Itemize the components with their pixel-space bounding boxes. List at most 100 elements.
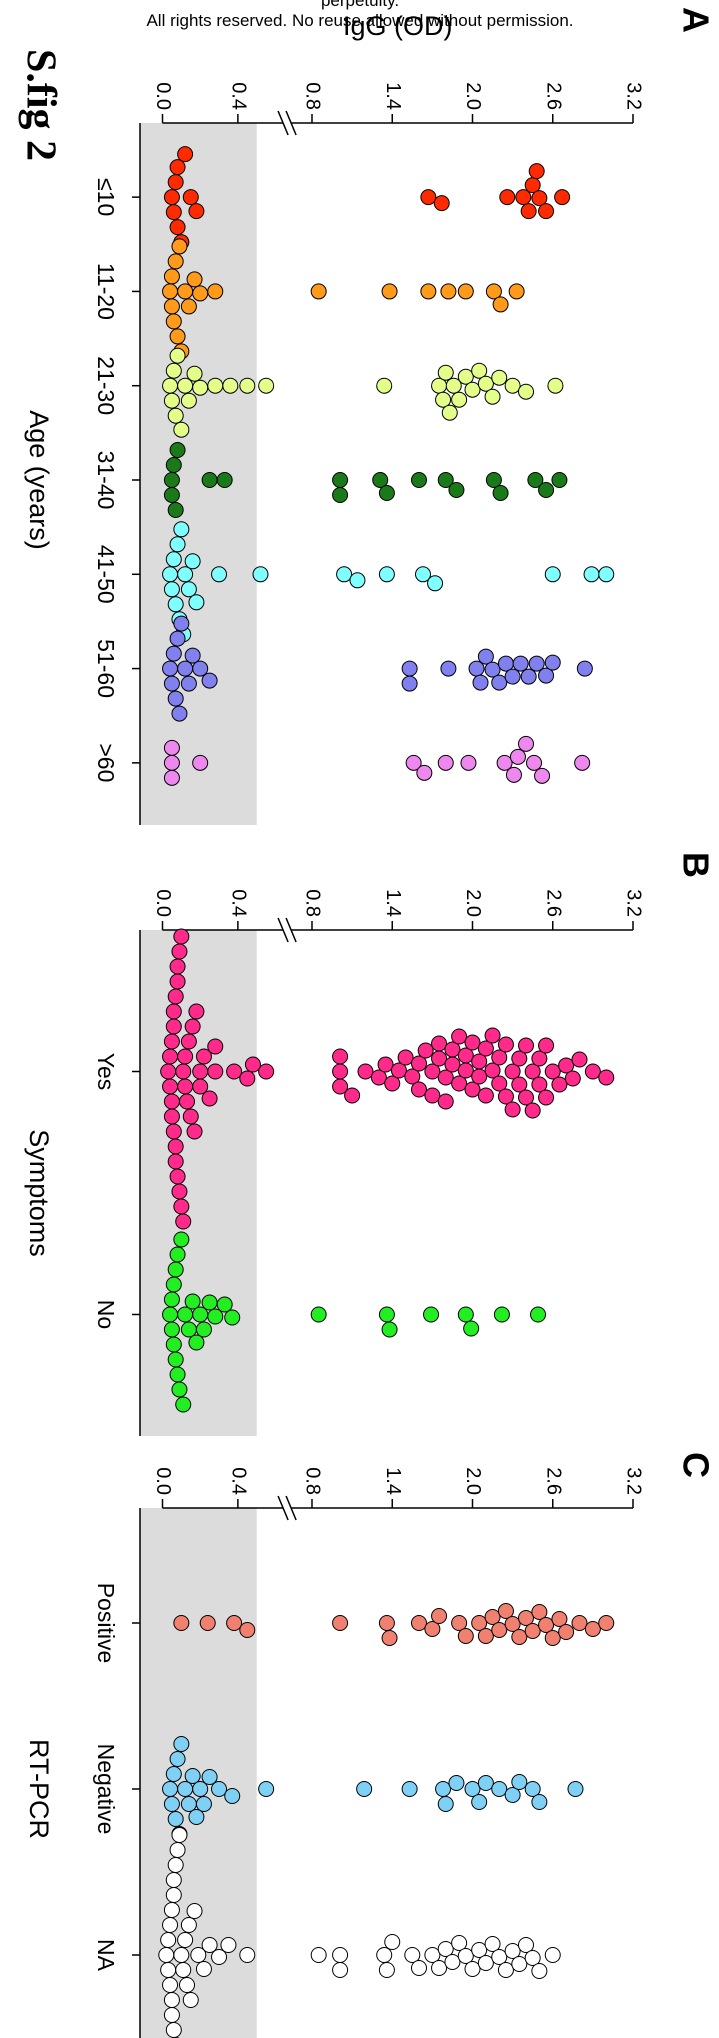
y-tick-label: 3.2 [623,889,645,917]
data-point [538,1037,555,1054]
data-point [457,1948,474,1964]
data-point [178,1977,195,1993]
y-tick-label: 0.4 [228,889,250,917]
data-point [484,1027,501,1044]
data-point [165,1887,182,1903]
data-point [437,472,454,488]
data-point [163,2007,180,2023]
data-point [186,271,203,288]
data-point [163,268,180,285]
data-point [517,383,534,400]
data-point [491,1781,508,1797]
data-point [491,369,508,386]
data-point [224,1309,241,1326]
data-point [167,596,184,613]
data-point [167,1857,184,1873]
data-point [544,1947,561,1963]
data-point [201,1769,218,1785]
data-point [167,502,184,518]
data-point [175,1962,192,1978]
data-point [184,1018,201,1035]
data-point [167,1811,184,1827]
data-point [477,1955,494,1971]
data-point [356,1781,373,1797]
data-point [524,1781,541,1797]
axis-break-mark [277,110,289,136]
data-point [544,1630,561,1646]
data-point [239,1622,256,1638]
data-point [239,377,256,394]
data-point [520,203,537,220]
data-point [431,1608,448,1624]
data-point [165,1336,182,1353]
data-point [404,1947,421,1963]
data-point [384,1934,401,1950]
data-point [509,748,526,765]
data-point [526,754,543,771]
data-point [165,551,182,568]
y-tick-label: 0.8 [302,889,324,917]
data-point [169,442,186,458]
data-point [211,1949,228,1965]
data-point [180,1321,197,1338]
data-point [222,377,239,394]
data-point [177,1932,194,1948]
x-tick-label: No [93,1300,119,1329]
x-tick-label: ≤10 [93,178,119,216]
data-point [381,1630,398,1646]
data-point [207,377,224,394]
data-point [464,1781,481,1797]
data-point [528,655,545,672]
data-point [377,1056,394,1073]
data-point [420,283,437,300]
data-point [163,472,180,488]
data-point [207,1038,224,1055]
data-point [531,1050,548,1067]
data-point [410,1055,427,1072]
figure-title: S.fig 2 [17,49,63,161]
data-point [457,1047,474,1064]
data-point [171,1381,188,1398]
data-point [169,159,186,176]
x-tick-label: Yes [93,1053,119,1091]
data-point [167,407,184,424]
data-point [211,566,228,583]
data-point [477,1775,494,1791]
y-tick-label: 0.8 [302,82,324,110]
data-point [162,1048,179,1065]
data-point [531,1963,548,1979]
data-point [517,1937,534,1953]
data-point [499,189,516,206]
data-point [538,482,555,498]
data-point [524,1102,541,1119]
data-point [433,195,450,212]
data-point [165,1872,182,1888]
data-point [165,1018,182,1035]
data-point [186,365,203,382]
data-point [165,1766,182,1782]
data-point [420,189,437,206]
data-point [484,1936,501,1952]
data-point [511,1050,528,1067]
data-point [511,1956,528,1972]
data-point [504,1616,521,1632]
data-point [180,581,197,598]
data-point [165,362,182,379]
y-tick-label: 2.0 [462,889,484,917]
data-point [435,1781,452,1797]
data-point [378,566,395,583]
data-point [492,296,509,313]
data-point [416,764,433,781]
data-point [457,1306,474,1323]
data-point [484,388,501,405]
data-point [485,472,502,488]
data-point [163,189,180,206]
shaded-region [139,123,257,825]
data-point [554,189,571,206]
data-point [163,754,180,771]
y-tick-label: 1.4 [382,1467,404,1495]
data-point [378,1962,395,1978]
data-point [192,660,209,677]
data-point [517,735,534,752]
